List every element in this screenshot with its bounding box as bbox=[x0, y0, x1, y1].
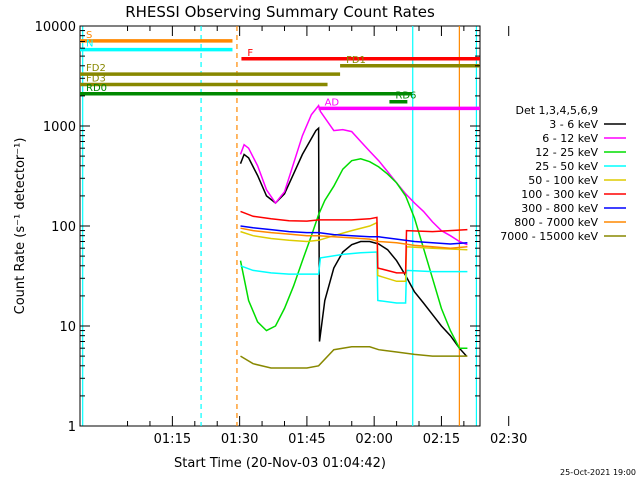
x-tick-label: 01:45 bbox=[288, 432, 325, 447]
x-axis-label: Start Time (20-Nov-03 01:04:42) bbox=[174, 456, 386, 471]
y-tick-label: 1 bbox=[68, 420, 76, 435]
flag-label-fd3: FD3 bbox=[86, 74, 106, 85]
legend-label: 3 - 6 keV bbox=[549, 118, 598, 131]
legend-label: 25 - 50 keV bbox=[535, 160, 598, 173]
series-line-9 bbox=[240, 346, 468, 369]
series-line-8 bbox=[240, 227, 468, 249]
legend-label: 12 - 25 keV bbox=[535, 146, 598, 159]
y-tick-label: 1000 bbox=[43, 120, 76, 135]
y-tick-label: 10 bbox=[59, 320, 76, 335]
x-tick-label: 02:00 bbox=[355, 432, 392, 447]
legend-title: Det 1,3,4,5,6,9 bbox=[515, 104, 598, 117]
legend-label: 300 - 800 keV bbox=[521, 202, 598, 215]
series-line-6 bbox=[240, 210, 468, 274]
legend-label: 7000 - 15000 keV bbox=[500, 230, 598, 243]
flag-label-fd1: FD1 bbox=[346, 55, 366, 66]
y-tick-label: 10000 bbox=[35, 20, 76, 35]
x-tick-label: 02:15 bbox=[423, 432, 460, 447]
x-tick-label: 01:30 bbox=[221, 432, 258, 447]
series-line-3 bbox=[239, 158, 468, 349]
chart-title: RHESSI Observing Summary Count Rates bbox=[125, 3, 435, 21]
legend-label: 6 - 12 keV bbox=[542, 132, 598, 145]
series-line-2 bbox=[239, 104, 468, 246]
x-tick-label: 02:30 bbox=[490, 432, 527, 447]
axes: 1 10 100 1000 10000 01:15 01:30 01:45 02:00 02:15… bbox=[35, 20, 528, 447]
series-line-7 bbox=[240, 225, 468, 245]
flag-label-f: F bbox=[247, 48, 253, 59]
flag-label-rd6: RD6 bbox=[395, 91, 416, 102]
flag-label-n: N bbox=[86, 39, 93, 50]
flag-label-s: S bbox=[86, 30, 92, 41]
flag-label-ad: AD bbox=[325, 97, 340, 108]
flag-label-fd2: FD2 bbox=[86, 63, 106, 74]
y-tick-label: 100 bbox=[51, 220, 76, 235]
series-line-4 bbox=[240, 251, 468, 304]
x-tick-label: 01:15 bbox=[154, 432, 191, 447]
legend-label: 800 - 7000 keV bbox=[514, 216, 598, 229]
legend-label: 50 - 100 keV bbox=[528, 174, 598, 187]
series-lines bbox=[239, 104, 468, 369]
y-axis-label: Count Rate (s⁻¹ detector⁻¹) bbox=[13, 138, 28, 315]
legend-label: 100 - 300 keV bbox=[521, 188, 598, 201]
date-stamp: 25-Oct-2021 19:00 bbox=[560, 468, 636, 477]
flag-label-rd0: RD0 bbox=[86, 83, 107, 94]
